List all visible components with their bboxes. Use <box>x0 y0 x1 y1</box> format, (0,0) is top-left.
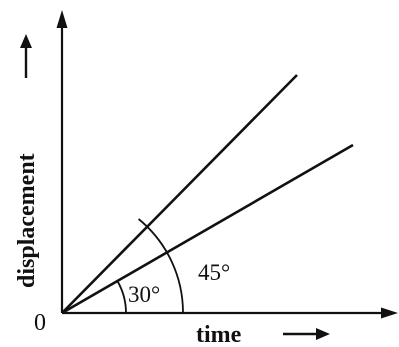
y-axis-label: displacement <box>14 153 40 288</box>
x-axis-arrowhead <box>381 307 398 319</box>
x-label-arrow <box>283 328 330 340</box>
y-label-arrow <box>20 34 32 78</box>
angle-arc-30 <box>116 280 127 314</box>
line-30-degree <box>61 143 354 315</box>
line-45-degree <box>61 74 298 314</box>
angle-arc-45 <box>138 218 184 314</box>
y-axis-arrowhead <box>56 10 68 28</box>
angle-label-30: 30° <box>128 282 160 307</box>
origin-label: 0 <box>34 310 46 336</box>
angle-label-45: 45° <box>198 260 230 285</box>
x-axis-label: time <box>196 322 242 347</box>
